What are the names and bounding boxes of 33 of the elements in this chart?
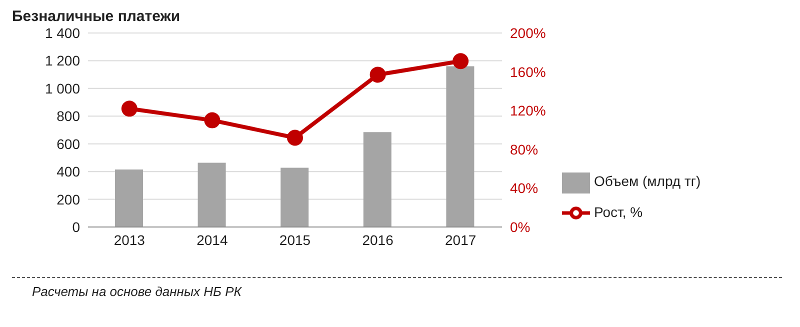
y2-tick-label: 80% [510,141,538,158]
y-tick-label: 400 [56,164,80,180]
y-tick-label: 200 [56,191,80,208]
point [452,53,469,70]
bar [280,168,309,227]
bar [115,169,143,227]
x-tick-label: 2016 [362,232,394,248]
x-tick-label: 2017 [445,232,476,248]
y-tick-label: 600 [56,136,80,152]
x-tick-label: 2014 [196,232,228,248]
legend-label: Объем (млрд тг) [594,173,701,190]
y-tick-label: 0 [72,218,80,235]
y2-tick-label: 160% [510,64,546,80]
bar [198,162,226,227]
point [121,100,138,117]
legend-label: Рост, % [594,204,643,220]
x-tick-label: 2013 [114,232,146,248]
bar [446,66,474,227]
point [370,66,386,83]
chart-title: Безналичные платежи [12,8,182,25]
y2-tick-label: 40% [510,180,538,196]
bar [363,132,392,227]
y-tick-label: 1 000 [44,80,80,96]
point [204,112,220,128]
text: Расчеты на основе данных НБ РК [32,284,243,299]
x-tick-label: 2015 [279,232,311,248]
y-tick-label: 1 200 [44,52,80,69]
y-tick-label: 800 [56,108,80,124]
point [287,130,303,146]
y-tick-label: 1 400 [44,24,80,41]
y2-tick-label: 120% [510,102,546,119]
y2-tick-label: 0% [510,218,530,235]
y2-tick-label: 200% [510,24,546,41]
